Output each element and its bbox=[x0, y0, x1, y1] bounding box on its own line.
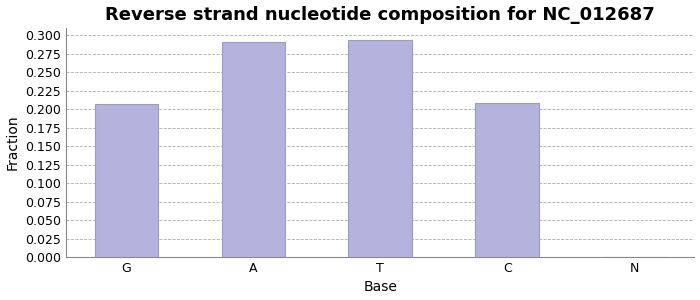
Bar bbox=[349, 40, 412, 257]
Bar bbox=[475, 103, 539, 257]
X-axis label: Base: Base bbox=[363, 280, 397, 294]
Title: Reverse strand nucleotide composition for NC_012687: Reverse strand nucleotide composition fo… bbox=[105, 6, 655, 24]
Bar bbox=[94, 104, 158, 257]
Bar bbox=[221, 42, 285, 257]
Y-axis label: Fraction: Fraction bbox=[6, 115, 20, 170]
